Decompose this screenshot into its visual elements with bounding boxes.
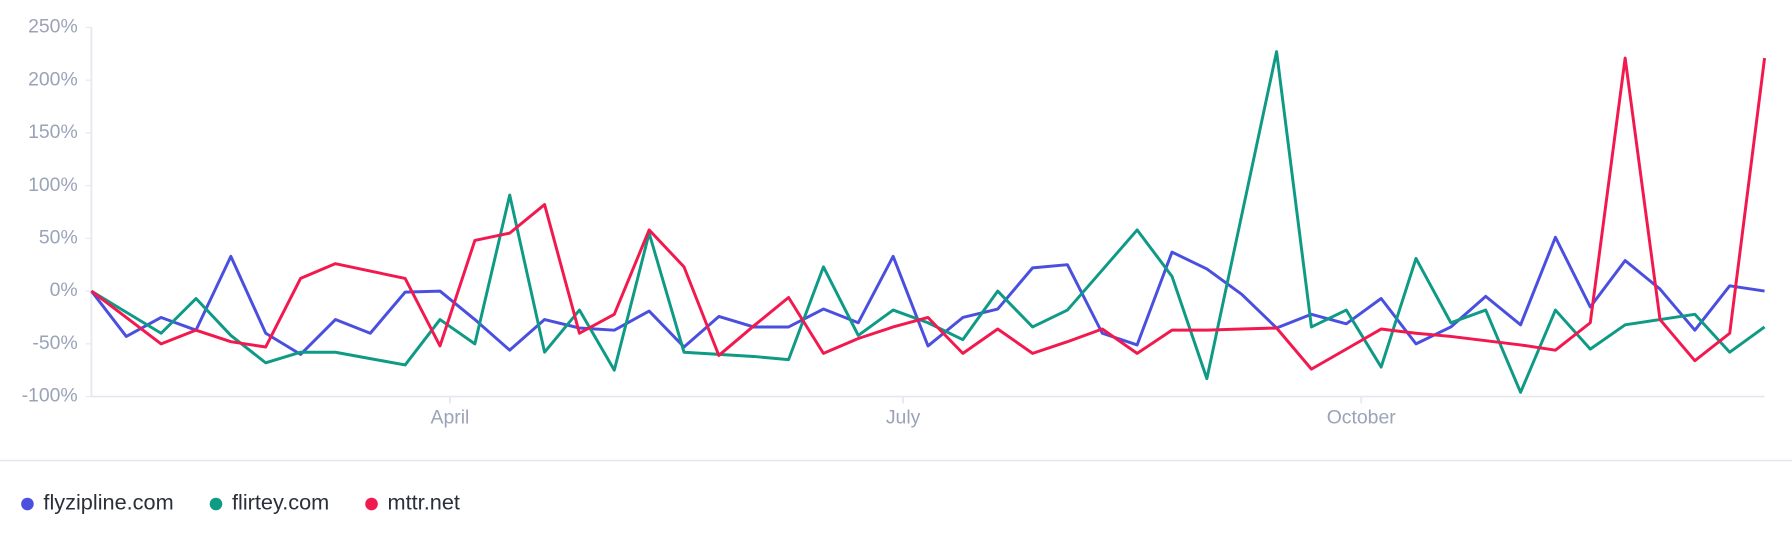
- legend-item: flirtey.com: [209, 490, 329, 515]
- y-tick-label: -50%: [32, 332, 77, 354]
- legend-item: mttr.net: [365, 490, 460, 515]
- legend-label: flyzipline.com: [43, 490, 173, 515]
- y-tick-label: 150%: [28, 121, 78, 143]
- series-line: [90, 235, 1765, 356]
- y-tick-label: 100%: [28, 174, 78, 196]
- series-line: [90, 56, 1767, 371]
- y-tick-label: 0%: [50, 279, 78, 301]
- series-line: [90, 50, 1766, 394]
- x-tick-label: October: [1327, 406, 1397, 428]
- legend-label: mttr.net: [388, 490, 460, 515]
- legend-item: flyzipline.com: [21, 490, 174, 515]
- x-tick-label: April: [431, 406, 470, 428]
- legend-marker: [365, 497, 378, 511]
- legend-marker: [21, 497, 34, 511]
- y-tick-label: 50%: [39, 226, 78, 248]
- legend-label: flirtey.com: [232, 490, 329, 515]
- y-tick-label: -100%: [22, 385, 78, 407]
- x-tick-label: July: [886, 406, 921, 428]
- y-tick-label: 250%: [28, 16, 78, 38]
- y-tick-label: 200%: [28, 68, 78, 90]
- legend-marker: [209, 497, 223, 511]
